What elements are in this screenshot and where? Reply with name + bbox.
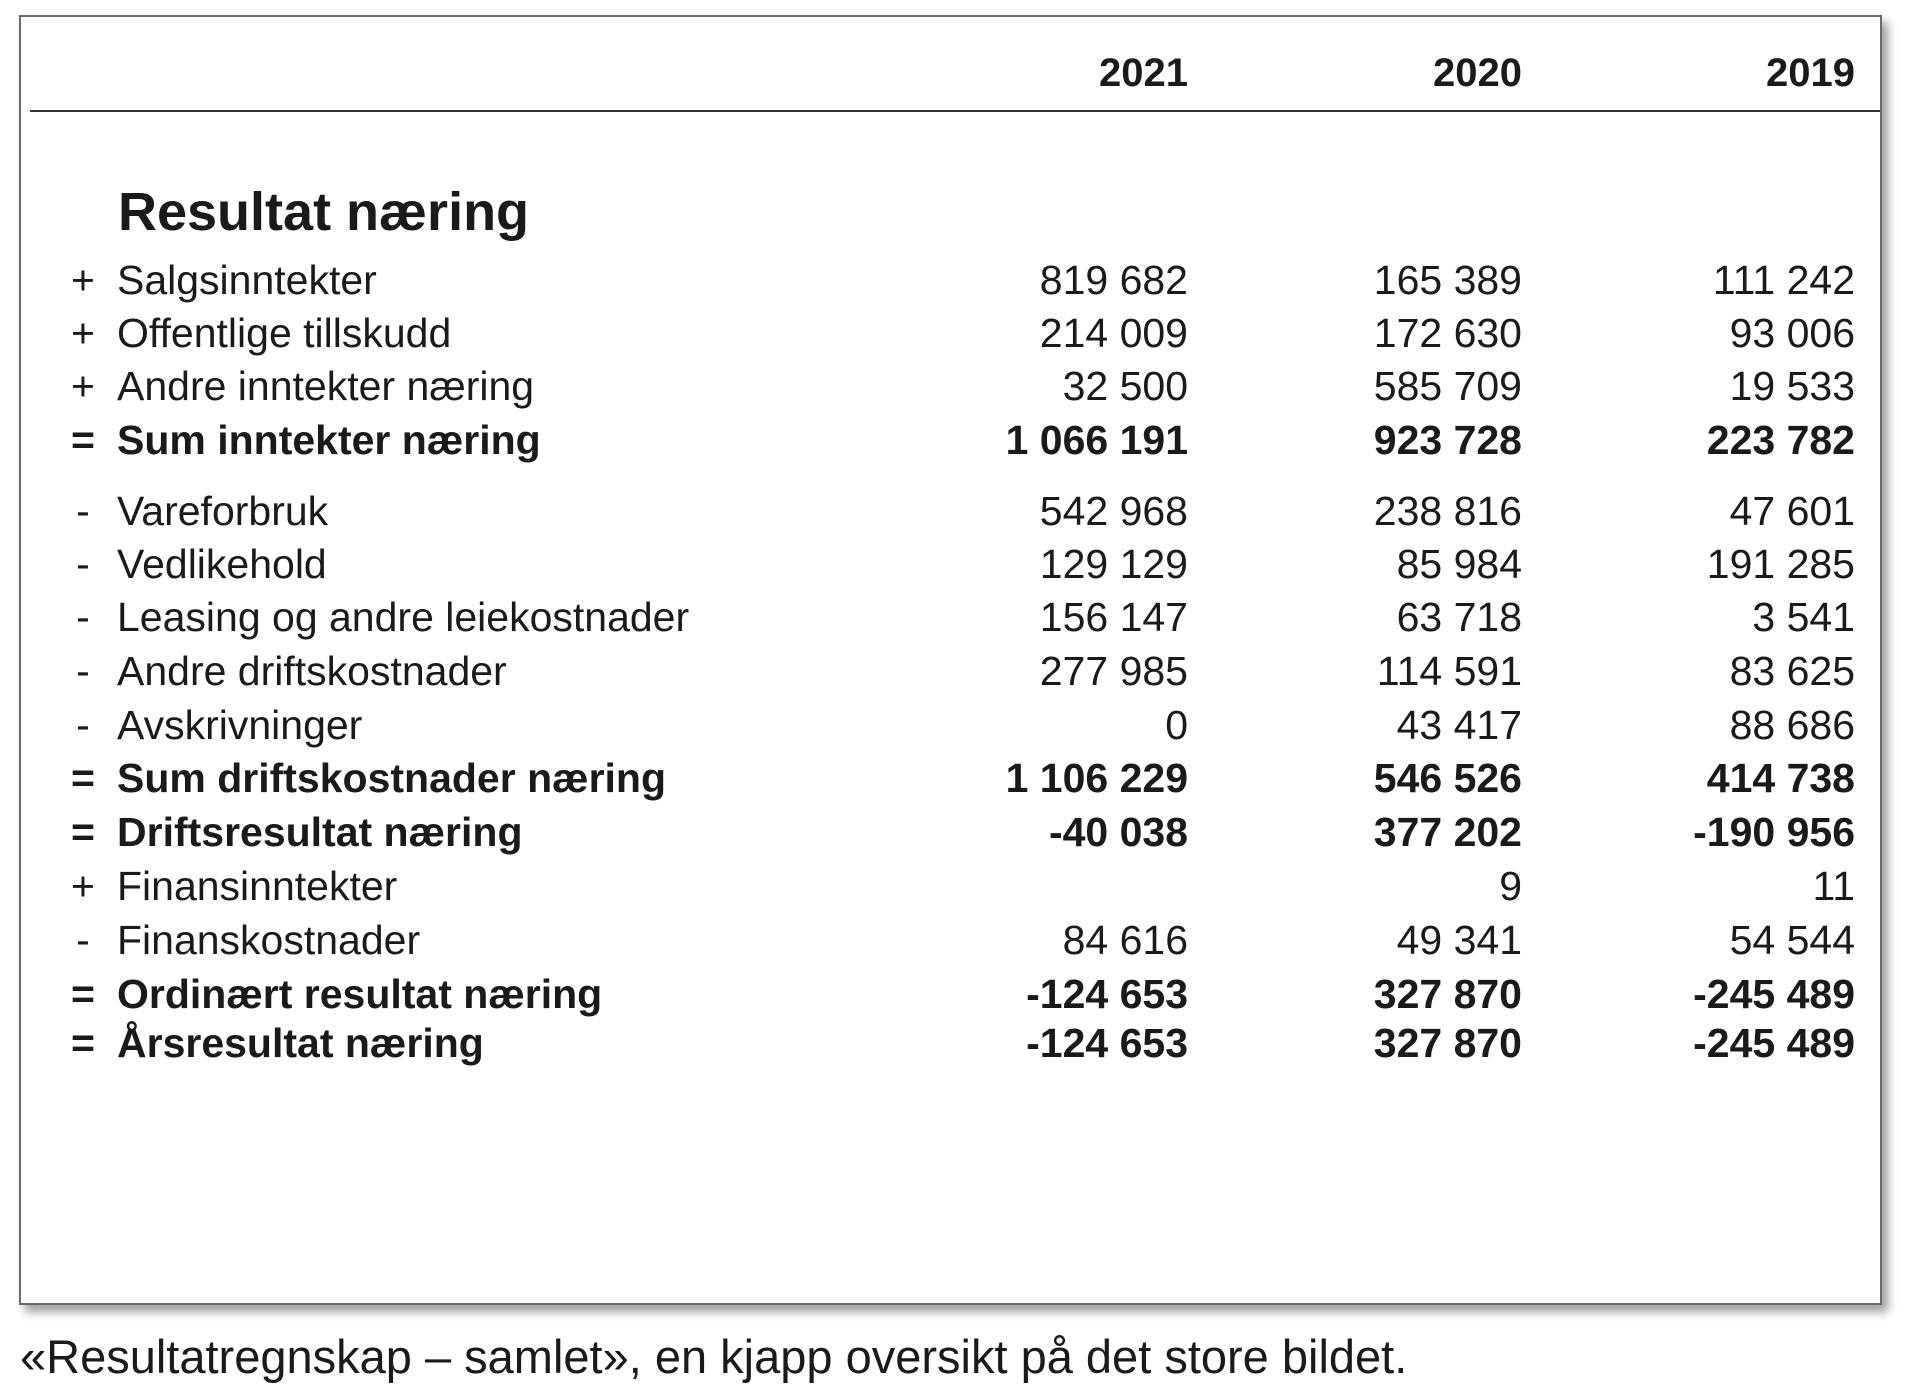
value-2020: 923 728: [1373, 417, 1522, 463]
value-2019: 111 242: [1712, 257, 1855, 303]
row-label: Finansinntekter: [117, 863, 398, 909]
value-2021: 214 009: [1039, 310, 1188, 356]
row-label: Vedlikehold: [117, 541, 327, 587]
row-sign: +: [71, 863, 95, 909]
header-divider: [30, 110, 1880, 112]
year-header-2021: 2021: [1099, 51, 1188, 95]
row-label: Driftsresultat næring: [117, 809, 523, 855]
row-sign: =: [71, 809, 95, 855]
statement-row: - Vedlikehold 129 129 85 984 191 285: [21, 539, 1880, 589]
row-label: Vareforbruk: [117, 488, 329, 534]
value-2021: 1 106 229: [1005, 755, 1188, 801]
value-2019: 191 285: [1706, 541, 1855, 587]
statement-row: = Sum inntekter næring 1 066 191 923 728 223…: [21, 415, 1880, 465]
row-label: Andre inntekter næring: [117, 363, 535, 409]
value-2021: 0: [1165, 702, 1188, 748]
value-2020: 85 984: [1396, 541, 1522, 587]
value-2019: 47 601: [1729, 488, 1855, 534]
value-2019: 3 541: [1752, 594, 1855, 640]
value-2021: -124 653: [1026, 971, 1188, 1017]
value-2020: 43 417: [1396, 702, 1522, 748]
year-header-2020: 2020: [1433, 51, 1522, 95]
row-label: Leasing og andre leiekostnader: [117, 594, 690, 640]
value-2020: 546 526: [1373, 755, 1522, 801]
value-2021: 129 129: [1039, 541, 1188, 587]
value-2019: 93 006: [1729, 310, 1855, 356]
value-2020: 377 202: [1373, 809, 1522, 855]
row-label: Avskrivninger: [117, 702, 363, 748]
statement-row: + Offentlige tillskudd 214 009 172 630 93 00…: [21, 308, 1880, 358]
value-2021: 32 500: [1062, 363, 1188, 409]
value-2020: 585 709: [1373, 363, 1522, 409]
section-title: Resultat næring: [118, 182, 530, 242]
row-sign: -: [76, 917, 90, 963]
value-2020: 9: [1499, 863, 1522, 909]
row-sign: =: [71, 417, 95, 463]
value-2019: -190 956: [1693, 809, 1855, 855]
statement-row: + Andre inntekter næring 32 500 585 709 19 5…: [21, 361, 1880, 411]
value-2020: 172 630: [1373, 310, 1522, 356]
value-2019: 83 625: [1729, 648, 1855, 694]
value-2019: -245 489: [1693, 1020, 1855, 1066]
statement-row: = Sum driftskostnader næring 1 106 229 546 …: [21, 753, 1880, 803]
row-label: Andre driftskostnader: [117, 648, 507, 694]
value-2020: 165 389: [1373, 257, 1522, 303]
value-2021: 156 147: [1039, 594, 1188, 640]
statement-row: - Leasing og andre leiekostnader 156 147 63…: [21, 592, 1880, 642]
year-header-2019: 2019: [1766, 51, 1855, 95]
value-2020: 327 870: [1373, 1020, 1522, 1066]
value-2020: 238 816: [1373, 488, 1522, 534]
value-2021: 542 968: [1039, 488, 1188, 534]
value-2021: -40 038: [1048, 809, 1188, 855]
value-2019: 11: [1812, 863, 1855, 909]
row-sign: -: [76, 648, 90, 694]
row-sign: =: [71, 971, 95, 1017]
value-2019: 223 782: [1706, 417, 1855, 463]
row-label: Offentlige tillskudd: [117, 310, 452, 356]
value-2021: 84 616: [1062, 917, 1188, 963]
value-2019: 88 686: [1729, 702, 1855, 748]
statement-row: = Driftsresultat næring -40 038 377 202 -190…: [21, 807, 1880, 857]
value-2021: 1 066 191: [1005, 417, 1188, 463]
value-2021: 819 682: [1039, 257, 1188, 303]
statement-row: + Salgsinntekter 819 682 165 389 111 242: [21, 255, 1880, 305]
row-label: Sum inntekter næring: [117, 417, 541, 463]
value-2019: 19 533: [1729, 363, 1855, 409]
row-sign: +: [71, 363, 95, 409]
row-sign: +: [71, 257, 95, 303]
value-2021: -124 653: [1026, 1020, 1188, 1066]
value-2019: 54 544: [1729, 917, 1855, 963]
row-sign: =: [71, 1020, 95, 1066]
row-sign: -: [76, 541, 90, 587]
statement-row: - Avskrivninger 0 43 417 88 686: [21, 700, 1880, 750]
row-label: Ordinært resultat næring: [117, 971, 603, 1017]
value-2019: -245 489: [1693, 971, 1855, 1017]
row-sign: -: [76, 594, 90, 640]
income-statement-panel: 2021 2020 2019 Resultat næring + Salgsinn…: [19, 15, 1882, 1305]
row-sign: -: [76, 488, 90, 534]
value-2020: 327 870: [1373, 971, 1522, 1017]
value-2020: 49 341: [1396, 917, 1522, 963]
value-2020: 114 591: [1376, 648, 1522, 694]
statement-row: = Ordinært resultat næring -124 653 327 870…: [21, 969, 1880, 1019]
row-label: Finanskostnader: [117, 917, 421, 963]
statement-row: + Finansinntekter 9 11: [21, 861, 1880, 911]
row-label: Årsresultat næring: [117, 1020, 484, 1066]
row-label: Salgsinntekter: [117, 257, 377, 303]
statement-row: - Finanskostnader 84 616 49 341 54 544: [21, 915, 1880, 965]
row-sign: =: [71, 755, 95, 801]
row-label: Sum driftskostnader næring: [117, 755, 667, 801]
row-sign: +: [71, 310, 95, 356]
figure-caption: «Resultatregnskap – samlet», en kjapp ov…: [20, 1330, 1408, 1383]
statement-row: = Årsresultat næring -124 653 327 870 -245 4…: [21, 1018, 1880, 1068]
statement-row: - Vareforbruk 542 968 238 816 47 601: [21, 486, 1880, 536]
value-2019: 414 738: [1706, 755, 1855, 801]
value-2021: 277 985: [1039, 648, 1188, 694]
statement-row: - Andre driftskostnader 277 985 114 591 83 6…: [21, 646, 1880, 696]
value-2020: 63 718: [1396, 594, 1522, 640]
row-sign: -: [76, 702, 90, 748]
